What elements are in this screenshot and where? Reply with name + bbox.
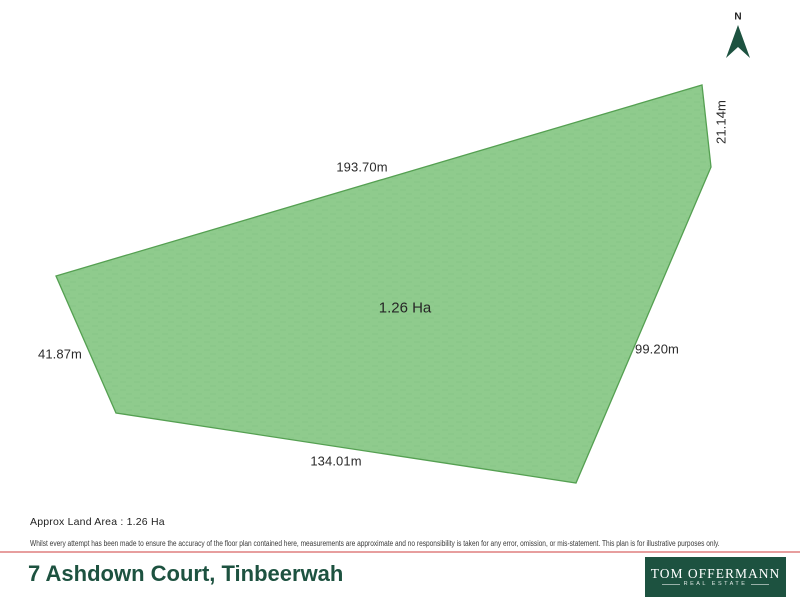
- approx-land-area-text: Approx Land Area : 1.26 Ha: [30, 516, 165, 528]
- parcel-polygon: [55, 84, 712, 484]
- measurement-bottom: 134.01m: [310, 453, 362, 469]
- brand-logo: TOM OFFERMANN REAL ESTATE: [645, 557, 786, 597]
- measurement-right: 99.20m: [635, 341, 679, 357]
- tagline-rule-left: [661, 584, 680, 586]
- tagline-rule-right: [751, 584, 770, 586]
- measurement-right-upper: 21.14m: [713, 100, 729, 144]
- north-label: N: [734, 11, 742, 23]
- measurement-top: 193.70m: [336, 159, 388, 175]
- divider-line: [0, 551, 800, 553]
- parcel-area-label: 1.26 Ha: [378, 299, 432, 317]
- brand-name: TOM OFFERMANN: [650, 565, 781, 581]
- measurement-left: 41.87m: [38, 346, 82, 362]
- brand-tagline: REAL ESTATE: [683, 581, 748, 587]
- property-address-title: 7 Ashdown Court, Tinbeerwah: [28, 561, 344, 586]
- brand-tagline-row: REAL ESTATE: [661, 581, 770, 588]
- north-arrow-icon: [726, 25, 750, 58]
- disclaimer-text: Whilst every attempt has been made to en…: [30, 539, 720, 548]
